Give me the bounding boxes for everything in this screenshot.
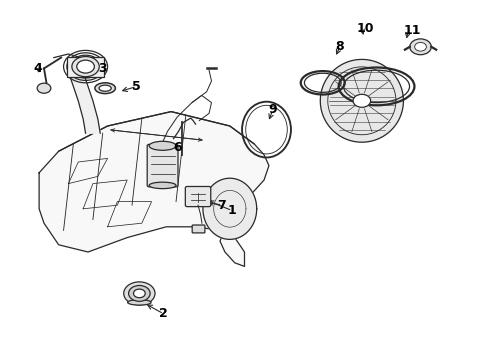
Circle shape [133, 289, 145, 298]
FancyBboxPatch shape [147, 144, 178, 187]
Ellipse shape [99, 85, 111, 91]
FancyBboxPatch shape [67, 57, 104, 77]
Text: 1: 1 [227, 204, 236, 217]
Ellipse shape [127, 300, 151, 305]
Polygon shape [68, 72, 100, 133]
Text: 6: 6 [173, 141, 182, 154]
Polygon shape [203, 178, 256, 239]
Text: 4: 4 [33, 62, 42, 75]
Ellipse shape [149, 141, 176, 150]
Circle shape [77, 60, 94, 73]
Circle shape [37, 83, 51, 93]
Text: 10: 10 [356, 22, 374, 35]
Ellipse shape [149, 182, 176, 189]
Text: 3: 3 [98, 62, 106, 75]
Text: 7: 7 [217, 199, 226, 212]
FancyBboxPatch shape [185, 186, 210, 207]
Text: 11: 11 [403, 24, 420, 37]
Circle shape [414, 42, 426, 51]
Polygon shape [320, 59, 403, 142]
Circle shape [72, 57, 99, 77]
Text: 2: 2 [159, 307, 167, 320]
Ellipse shape [95, 83, 115, 94]
Text: 5: 5 [132, 80, 141, 93]
Text: 9: 9 [267, 103, 276, 116]
Circle shape [409, 39, 430, 55]
Circle shape [352, 94, 370, 107]
Text: 8: 8 [334, 40, 343, 53]
Circle shape [123, 282, 155, 305]
Circle shape [128, 285, 150, 301]
FancyBboxPatch shape [192, 225, 204, 233]
Polygon shape [39, 112, 268, 266]
